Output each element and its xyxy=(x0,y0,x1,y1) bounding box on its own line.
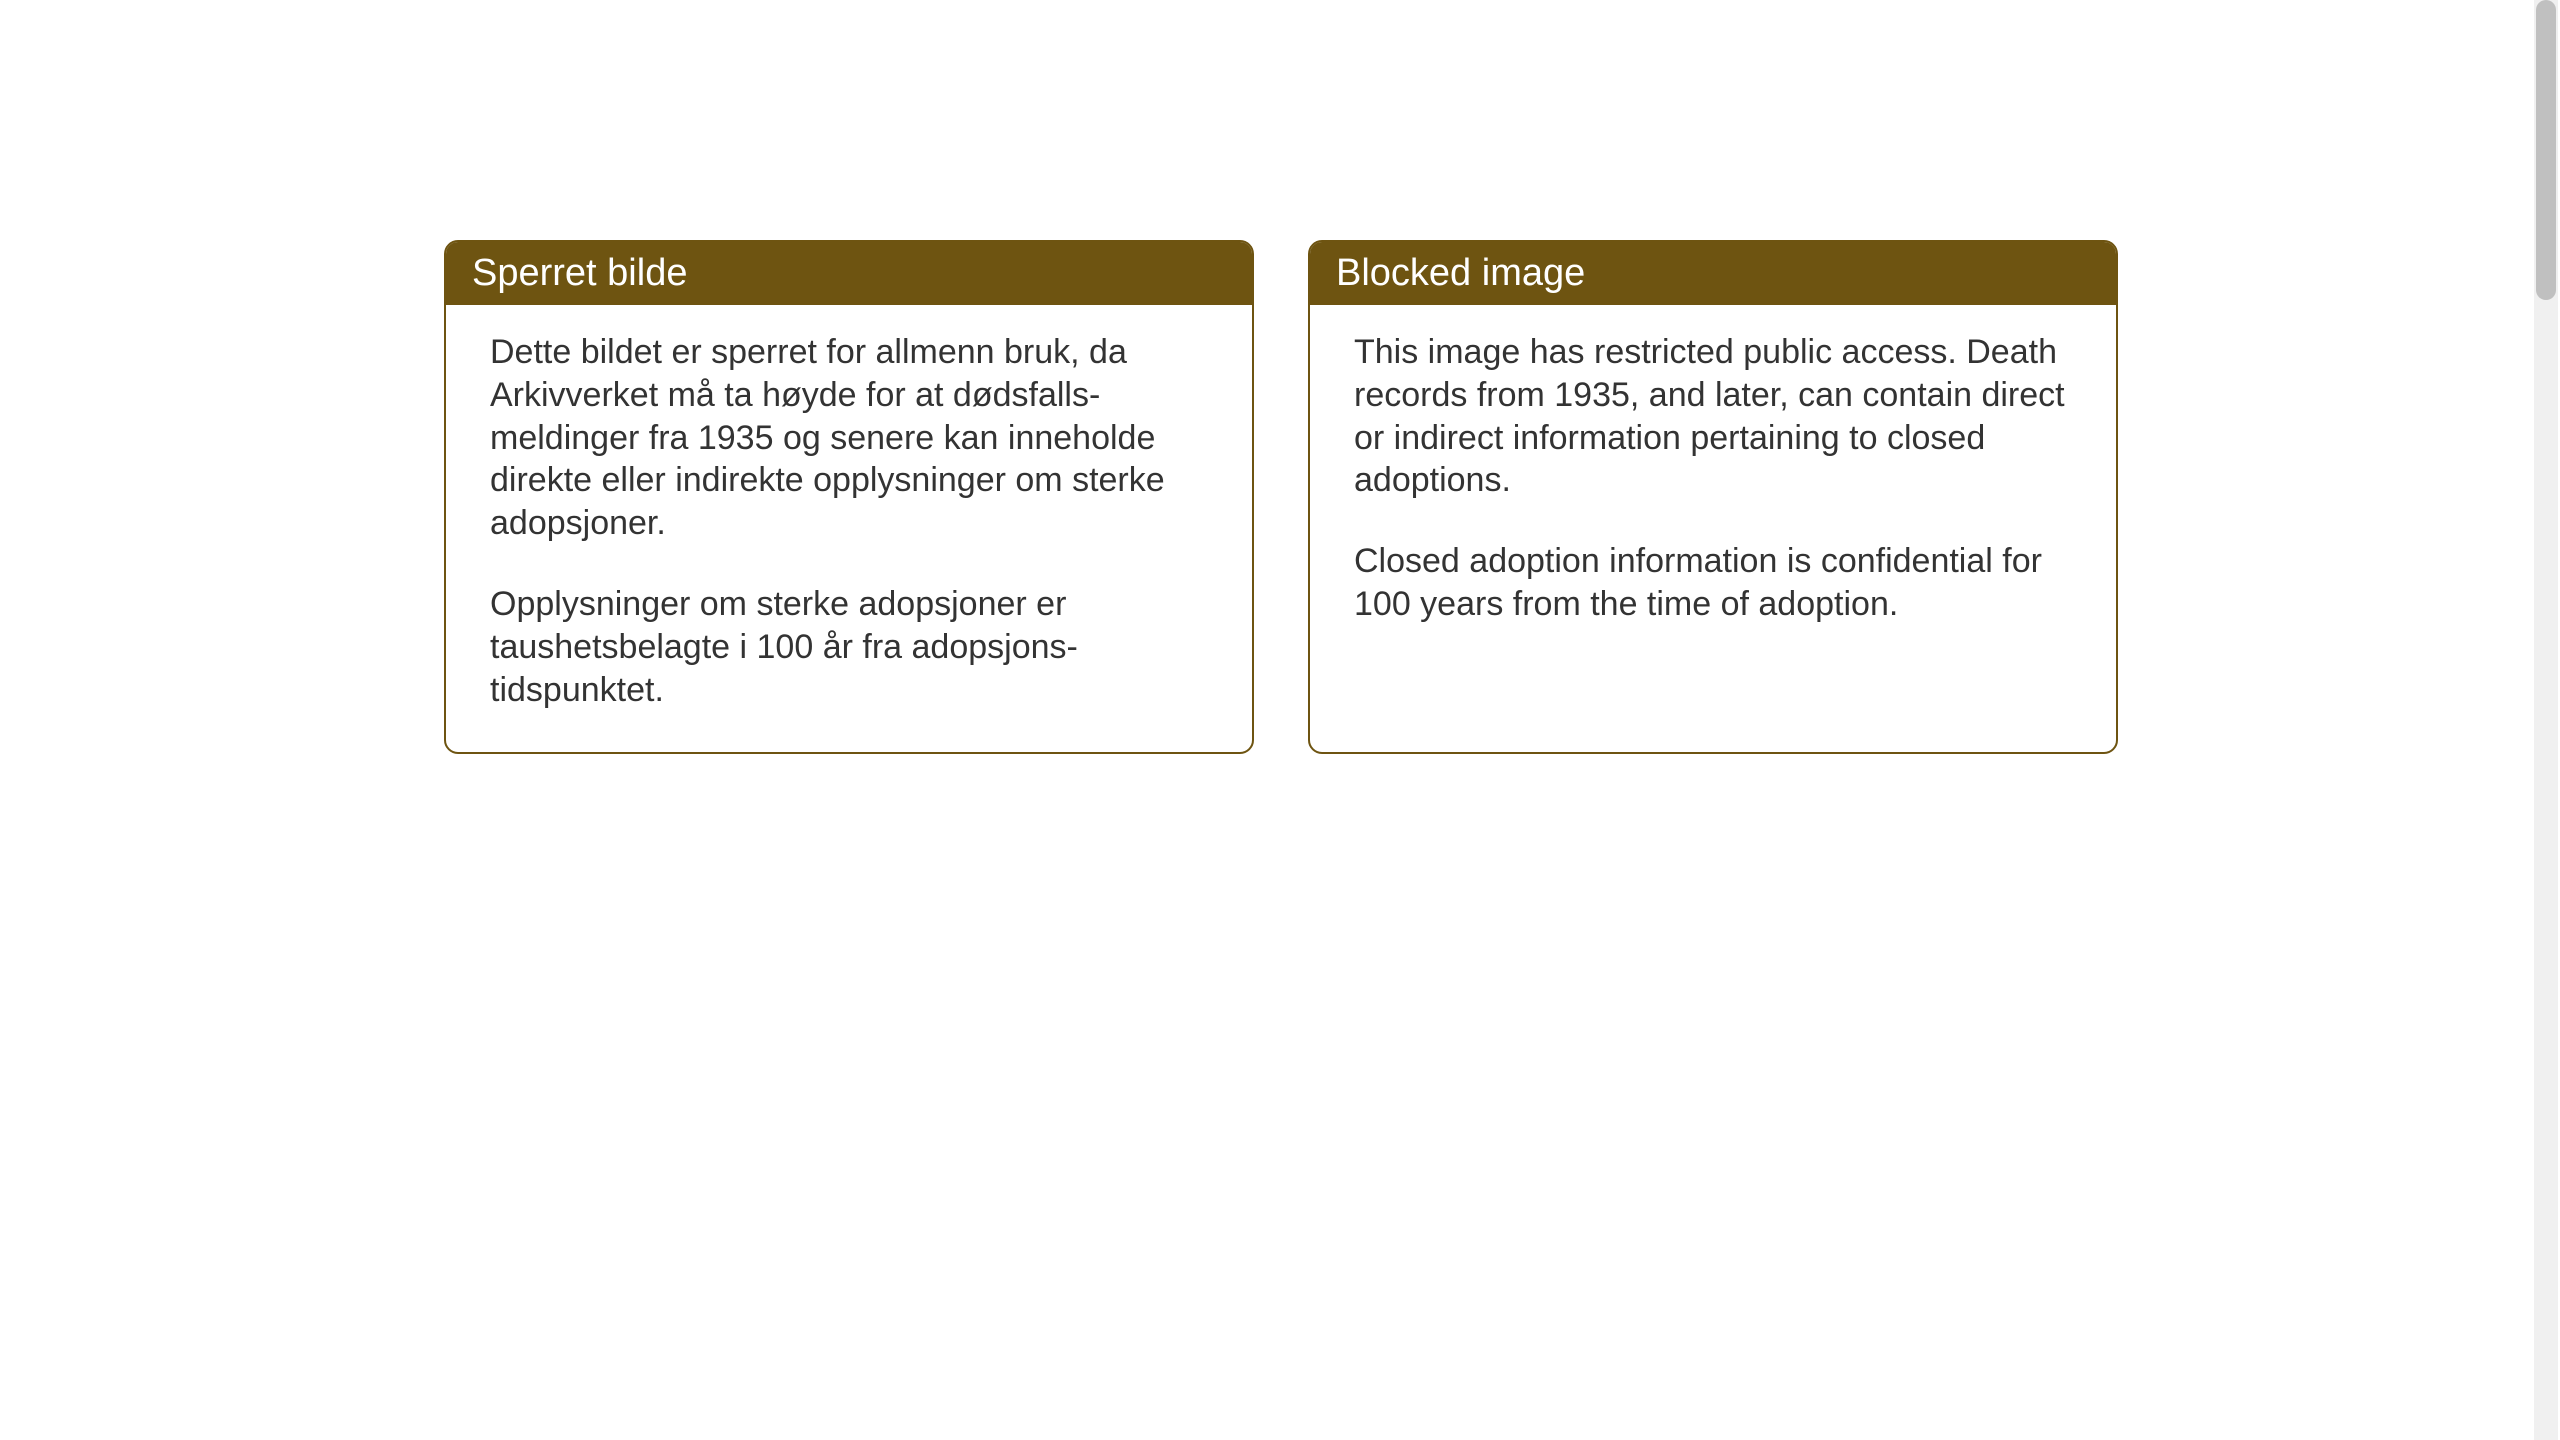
notice-body-english: This image has restricted public access.… xyxy=(1310,305,2116,666)
notice-header-english: Blocked image xyxy=(1310,242,2116,305)
scrollbar-thumb[interactable] xyxy=(2536,0,2556,300)
notice-paragraph: Opplysninger om sterke adopsjoner er tau… xyxy=(490,583,1208,711)
notice-paragraph: Dette bildet er sperret for allmenn bruk… xyxy=(490,331,1208,545)
notice-card-norwegian: Sperret bilde Dette bildet er sperret fo… xyxy=(444,240,1254,754)
notice-paragraph: This image has restricted public access.… xyxy=(1354,331,2072,502)
notice-container: Sperret bilde Dette bildet er sperret fo… xyxy=(444,240,2118,754)
notice-paragraph: Closed adoption information is confident… xyxy=(1354,540,2072,626)
notice-card-english: Blocked image This image has restricted … xyxy=(1308,240,2118,754)
notice-header-norwegian: Sperret bilde xyxy=(446,242,1252,305)
notice-body-norwegian: Dette bildet er sperret for allmenn bruk… xyxy=(446,305,1252,752)
vertical-scrollbar[interactable] xyxy=(2534,0,2558,1440)
